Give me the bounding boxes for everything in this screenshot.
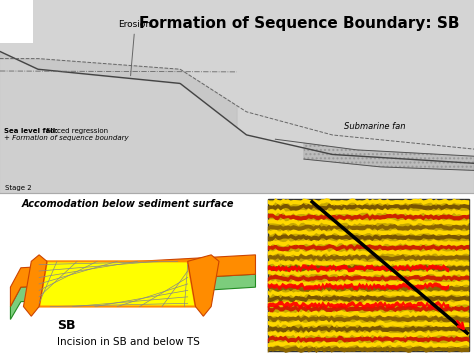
Polygon shape bbox=[188, 255, 219, 316]
Polygon shape bbox=[268, 213, 469, 221]
Polygon shape bbox=[268, 224, 469, 231]
Polygon shape bbox=[268, 315, 469, 322]
Text: Forced regression: Forced regression bbox=[44, 128, 108, 134]
Polygon shape bbox=[10, 255, 255, 306]
Polygon shape bbox=[268, 295, 469, 302]
Polygon shape bbox=[268, 264, 469, 272]
Polygon shape bbox=[268, 310, 469, 317]
Polygon shape bbox=[23, 255, 47, 316]
Polygon shape bbox=[268, 346, 469, 353]
Polygon shape bbox=[268, 320, 469, 327]
Text: Accomodation below sediment surface: Accomodation below sediment surface bbox=[22, 199, 234, 209]
FancyBboxPatch shape bbox=[268, 199, 469, 351]
Polygon shape bbox=[268, 254, 469, 262]
Polygon shape bbox=[268, 259, 469, 267]
Text: Submarine fan: Submarine fan bbox=[344, 121, 405, 131]
Polygon shape bbox=[268, 208, 469, 216]
Polygon shape bbox=[268, 282, 449, 291]
Polygon shape bbox=[39, 261, 195, 306]
Polygon shape bbox=[268, 274, 469, 282]
Polygon shape bbox=[10, 274, 255, 320]
Polygon shape bbox=[268, 326, 469, 333]
Text: Incision in SB and below TS: Incision in SB and below TS bbox=[56, 337, 200, 347]
Polygon shape bbox=[268, 341, 469, 348]
FancyBboxPatch shape bbox=[0, 193, 474, 355]
Polygon shape bbox=[268, 300, 469, 307]
Polygon shape bbox=[268, 279, 469, 287]
Text: Stage 2: Stage 2 bbox=[5, 185, 31, 191]
Polygon shape bbox=[268, 244, 469, 251]
Polygon shape bbox=[268, 305, 469, 312]
Text: Formation of Sequence Boundary: SB: Formation of Sequence Boundary: SB bbox=[139, 16, 460, 31]
Text: Sea level fall:: Sea level fall: bbox=[4, 128, 58, 134]
Polygon shape bbox=[268, 290, 469, 297]
FancyBboxPatch shape bbox=[0, 0, 33, 43]
Polygon shape bbox=[268, 269, 469, 277]
Polygon shape bbox=[268, 249, 469, 256]
Polygon shape bbox=[268, 335, 469, 343]
Polygon shape bbox=[268, 301, 449, 309]
Polygon shape bbox=[268, 198, 469, 206]
Polygon shape bbox=[268, 239, 469, 246]
Polygon shape bbox=[268, 203, 469, 211]
Text: + Formation of sequence boundary: + Formation of sequence boundary bbox=[4, 135, 128, 141]
Text: Erosion: Erosion bbox=[118, 20, 152, 76]
Polygon shape bbox=[268, 264, 449, 272]
Polygon shape bbox=[268, 229, 469, 236]
Text: SB: SB bbox=[57, 320, 76, 333]
Polygon shape bbox=[268, 234, 469, 241]
Polygon shape bbox=[268, 218, 469, 226]
Polygon shape bbox=[268, 284, 469, 292]
Polygon shape bbox=[268, 331, 469, 338]
FancyBboxPatch shape bbox=[0, 0, 474, 193]
